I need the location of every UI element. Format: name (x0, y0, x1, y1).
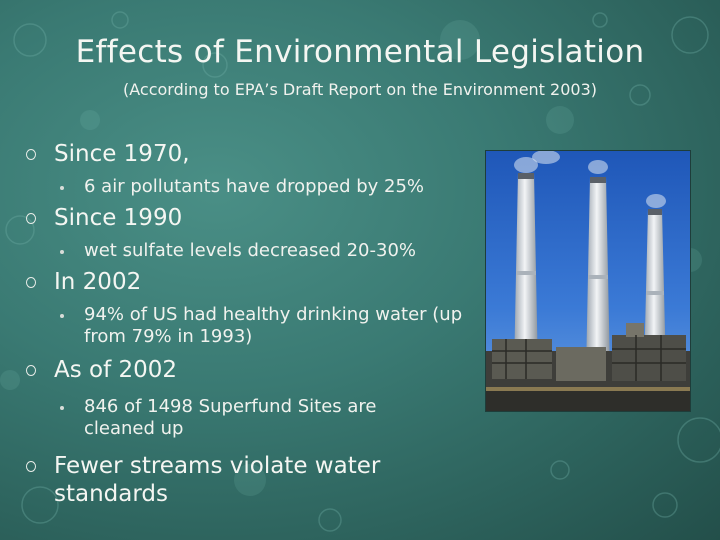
sub-bullet-dot-icon (60, 314, 64, 318)
sub-bullet: 94% of US had healthy drinking water (up… (26, 304, 496, 348)
bullet-as-of-2002: As of 2002 (26, 356, 496, 384)
bullet-since-1990: Since 1990 (26, 204, 496, 232)
bullet-marker-icon (26, 461, 36, 472)
sub-bullet: 846 of 1498 Superfund Sites are cleaned … (26, 396, 414, 440)
sub-bullet: wet sulfate levels decreased 20-30% (26, 240, 496, 262)
sub-bullet-text: 94% of US had healthy drinking water (up… (84, 304, 463, 347)
bullet-text: Fewer streams violate water standards (54, 453, 381, 507)
slide-title: Effects of Environmental Legislation (75, 34, 645, 70)
bullet-fewer-streams: Fewer streams violate water standards (26, 452, 434, 508)
bullet-marker-icon (26, 149, 36, 160)
bullet-text: Since 1990 (54, 205, 183, 231)
bullet-since-1970: Since 1970, (26, 140, 496, 168)
bullet-text: In 2002 (54, 269, 142, 295)
smokestacks-illustration (486, 151, 690, 411)
sub-bullet-text: 846 of 1498 Superfund Sites are cleaned … (84, 396, 377, 439)
bullet-text: Since 1970, (54, 141, 190, 167)
bullet-marker-icon (26, 277, 36, 288)
bullet-marker-icon (26, 213, 36, 224)
sub-bullet-text: wet sulfate levels decreased 20-30% (84, 240, 416, 261)
slide-subtitle: (According to EPA’s Draft Report on the … (122, 80, 597, 99)
sub-bullet: 6 air pollutants have dropped by 25% (26, 176, 496, 198)
bullet-marker-icon (26, 365, 36, 376)
smokestacks-photo (485, 150, 691, 412)
bullet-in-2002: In 2002 (26, 268, 496, 296)
sub-bullet-dot-icon (60, 406, 64, 410)
bullet-text: As of 2002 (54, 357, 178, 383)
bullet-list: Since 1970, 6 air pollutants have droppe… (26, 140, 496, 508)
sub-bullet-dot-icon (60, 186, 64, 190)
sub-bullet-text: 6 air pollutants have dropped by 25% (84, 176, 425, 197)
sub-bullet-dot-icon (60, 250, 64, 254)
